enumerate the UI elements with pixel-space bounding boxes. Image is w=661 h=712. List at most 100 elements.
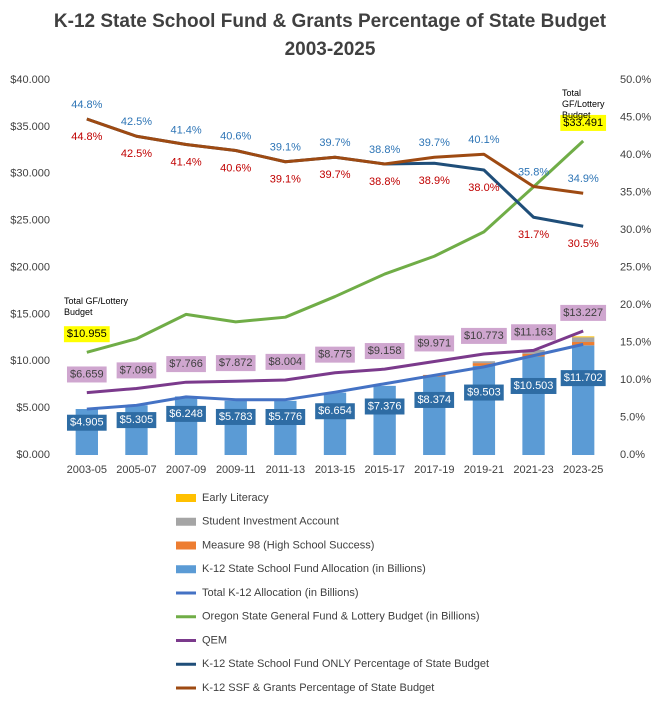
y-tick-label: $5.000	[16, 402, 50, 414]
y2-tick-label: 20.0%	[620, 299, 651, 311]
legend-label: K-12 State School Fund ONLY Percentage o…	[202, 658, 489, 670]
data-label: 31.7%	[518, 229, 549, 241]
data-label: 34.9%	[568, 173, 599, 185]
bar	[572, 342, 595, 346]
data-label-box	[166, 356, 206, 373]
data-label: 35.8%	[518, 166, 549, 178]
data-label: $7.096	[120, 364, 154, 376]
data-label: 38.0%	[468, 182, 499, 194]
data-label-box	[166, 405, 206, 422]
bar	[522, 356, 545, 455]
data-label: $7.766	[169, 358, 203, 370]
chart-title: K-12 State School Fund & Grants Percenta…	[53, 11, 607, 60]
lines	[86, 117, 585, 411]
legend-label: K-12 SSF & Grants Percentage of State Bu…	[202, 682, 434, 694]
x-tick-label: 2021-23	[513, 464, 553, 476]
data-label: 40.1%	[468, 134, 499, 146]
x-tick-label: 2023-25	[563, 464, 603, 476]
data-label: 39.7%	[419, 137, 450, 149]
data-label: 38.9%	[419, 175, 450, 187]
data-label-box	[414, 335, 455, 352]
bar	[572, 345, 595, 455]
data-label: $33.491	[563, 117, 603, 129]
line-series	[86, 117, 584, 195]
y-tick-label: $15.000	[10, 308, 50, 320]
x-tick-label: 2013-15	[315, 464, 355, 476]
data-label: 39.7%	[319, 169, 350, 181]
data-label: $10.503	[514, 380, 554, 392]
y2-tick-label: 45.0%	[620, 111, 651, 123]
y-tick-label: $30.000	[10, 168, 50, 180]
data-label-box	[461, 327, 507, 344]
data-label: 39.1%	[270, 142, 301, 154]
bar	[472, 361, 496, 364]
data-label: 42.5%	[121, 116, 152, 128]
labels: $4.905 $5.305 $6.248 $5.783 $5.776 $6.654 $7.3…	[63, 99, 607, 431]
bar	[472, 365, 496, 455]
legend-label: Measure 98 (High School Success)	[202, 539, 374, 551]
x-tick-label: 2017-19	[414, 464, 454, 476]
y-tick-label: $10.000	[10, 355, 50, 367]
data-label: $9.158	[368, 345, 402, 357]
bar	[274, 400, 297, 455]
legend-label: Early Literacy	[202, 492, 269, 504]
data-label: $11.163	[514, 326, 553, 338]
bar	[323, 392, 347, 455]
data-label-box	[560, 304, 607, 321]
data-label: 44.8%	[71, 99, 102, 111]
data-label-box	[315, 346, 355, 363]
data-label: $11.702	[564, 372, 603, 384]
y2-tick-label: 30.0%	[620, 224, 651, 236]
x-tick-label: 2003-05	[67, 464, 107, 476]
y-tick-label: $35.000	[10, 121, 50, 133]
y2-tick-label: 35.0%	[620, 186, 651, 198]
legend-label: QEM	[202, 634, 227, 646]
legend: Early Literacy Student Investment Account…	[176, 492, 489, 694]
annotation: Total GF/Lottery Budget	[64, 296, 129, 317]
data-label-box	[510, 377, 557, 394]
y-tick-label: $25.000	[10, 215, 50, 227]
y2-tick-label: 50.0%	[620, 74, 651, 86]
x-tick-label: 2005-07	[116, 464, 156, 476]
y2-tick-label: 15.0%	[620, 336, 651, 348]
y2-tick-label: 40.0%	[620, 149, 651, 161]
data-label: 39.7%	[319, 137, 350, 149]
data-label: $7.376	[368, 401, 402, 413]
data-label: $5.776	[269, 411, 303, 423]
data-label-box	[560, 114, 607, 131]
data-label: $6.654	[318, 405, 352, 417]
data-label: $9.971	[417, 337, 451, 349]
annotation: Total GF/Lottery Budget	[562, 88, 605, 120]
y2-tick-label: 10.0%	[620, 374, 651, 386]
data-label-box	[215, 355, 256, 372]
data-label: 40.6%	[220, 162, 251, 174]
data-label: 40.6%	[220, 130, 251, 142]
data-label: 38.8%	[369, 176, 400, 188]
legend-swatch	[176, 565, 196, 574]
bar	[472, 363, 496, 366]
y2-tick-label: 0.0%	[620, 449, 645, 461]
data-label-box	[116, 362, 157, 379]
y-tick-label: $20.000	[10, 261, 50, 273]
data-label: $6.248	[169, 408, 203, 420]
data-label: 41.4%	[170, 156, 201, 168]
data-label: $9.503	[467, 387, 501, 399]
line-series	[86, 139, 585, 354]
legend-label: Oregon State General Fund & Lottery Budg…	[202, 611, 480, 623]
data-label: 30.5%	[568, 238, 599, 250]
bar	[373, 385, 396, 455]
data-label: $10.773	[464, 330, 504, 342]
x-tick-label: 2015-17	[364, 464, 404, 476]
data-label: 41.4%	[170, 124, 201, 136]
bar	[572, 336, 595, 338]
data-label: 44.8%	[71, 131, 102, 143]
y-tick-label: $0.000	[16, 449, 50, 461]
data-label-box	[66, 414, 107, 431]
legend-label: Total K-12 Allocation (in Billions)	[202, 587, 359, 599]
data-label-box	[265, 409, 306, 426]
data-label-box	[364, 343, 405, 360]
y2-tick-label: 25.0%	[620, 261, 651, 273]
data-label: $8.374	[417, 394, 451, 406]
data-label: $6.659	[70, 368, 104, 380]
